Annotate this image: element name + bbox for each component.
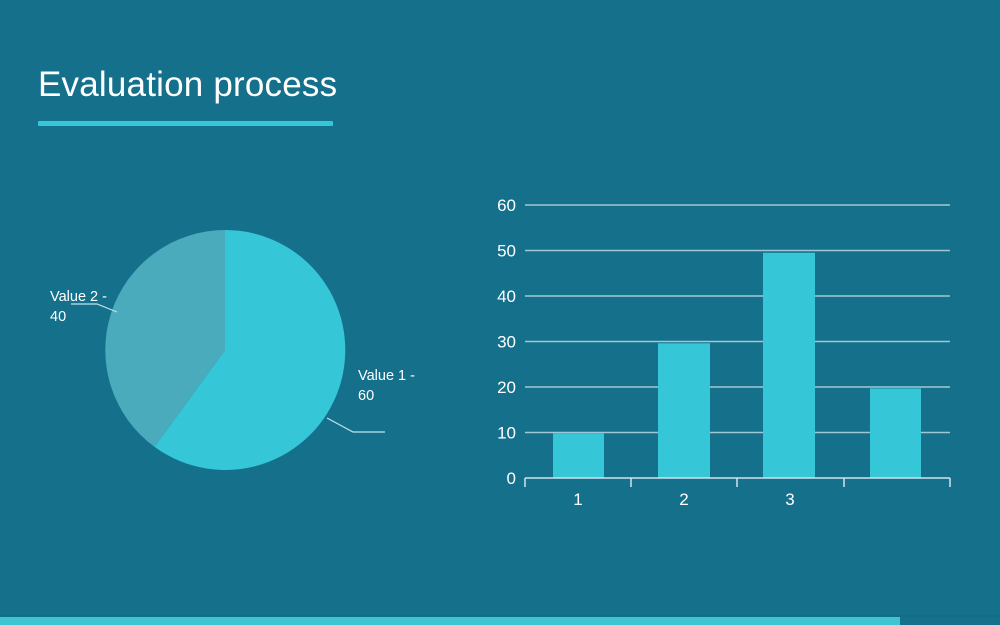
y-tick-label: 60: [497, 196, 516, 215]
pie-label-value-1: Value 1 - 60: [358, 368, 415, 404]
pie-chart: Value 2 - 40 Value 1 - 60: [50, 200, 455, 500]
bar-3: [763, 252, 815, 478]
bottom-accent-shadow: [0, 615, 1000, 617]
bar-4: [870, 388, 921, 478]
pie-leader-line-value-2: [71, 303, 118, 313]
y-tick-label: 20: [497, 378, 516, 397]
pie-label-value-2: Value 2 - 40: [50, 289, 107, 325]
pie-slice-value-2: [105, 230, 225, 447]
bar-chart-x-axis: [524, 477, 951, 487]
x-tick-label: 2: [679, 490, 688, 509]
bar-chart-svg: 60 50 40 30 20 10 0: [497, 196, 951, 509]
bottom-accent-bar: [0, 617, 900, 625]
pie-chart-svg: [71, 229, 385, 470]
bar-chart-bars: [553, 252, 921, 478]
title-block: Evaluation process: [38, 65, 338, 126]
pie-slice-value-1: [154, 229, 346, 470]
bar-1: [553, 433, 604, 478]
y-tick-label: 50: [497, 242, 516, 261]
y-tick-label: 30: [497, 333, 516, 352]
y-tick-label: 0: [507, 469, 516, 488]
bar-chart-gridlines: [525, 204, 950, 434]
title-underline-rule: [38, 120, 333, 126]
bar-2: [658, 343, 710, 478]
bar-chart-x-axis-labels: 1 2 3: [573, 490, 794, 509]
y-tick-label: 10: [497, 424, 516, 443]
bar-chart: 60 50 40 30 20 10 0: [480, 180, 970, 510]
bar-chart-y-axis-labels: 60 50 40 30 20 10 0: [497, 196, 516, 488]
x-tick-label: 1: [573, 490, 582, 509]
x-tick-label: 3: [785, 490, 794, 509]
pie-leader-line-value-1: [326, 417, 385, 433]
y-tick-label: 40: [497, 287, 516, 306]
page-title: Evaluation process: [38, 65, 338, 104]
